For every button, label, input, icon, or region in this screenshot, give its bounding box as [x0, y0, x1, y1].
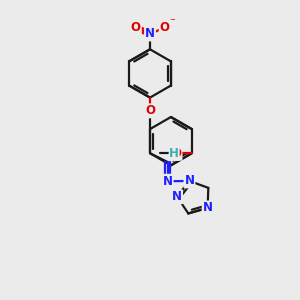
Text: N: N	[202, 201, 213, 214]
Text: N: N	[163, 175, 173, 188]
Text: O: O	[160, 21, 170, 34]
Text: O: O	[172, 147, 182, 160]
Text: N: N	[172, 190, 182, 203]
Text: $^{-}$: $^{-}$	[169, 17, 176, 27]
Text: O: O	[145, 104, 155, 117]
Text: O: O	[131, 21, 141, 34]
Text: N: N	[184, 175, 194, 188]
Text: H: H	[169, 147, 179, 160]
Text: N: N	[145, 28, 155, 40]
